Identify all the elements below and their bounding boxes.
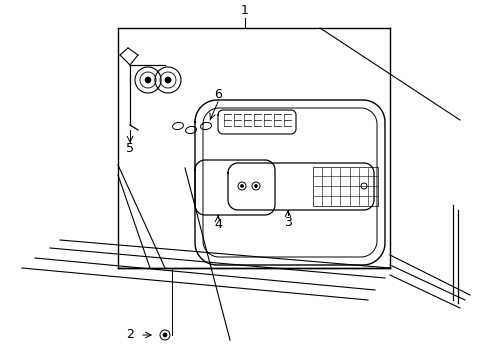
Circle shape [254, 184, 257, 188]
Circle shape [145, 77, 151, 83]
Circle shape [240, 184, 243, 188]
Text: 1: 1 [241, 4, 248, 17]
Text: 4: 4 [214, 219, 222, 231]
Circle shape [164, 77, 171, 83]
Bar [312, 167, 377, 206]
Text: 3: 3 [284, 216, 291, 229]
Text: 5: 5 [126, 141, 134, 154]
Text: 2: 2 [126, 328, 134, 342]
Circle shape [163, 333, 167, 337]
Text: 6: 6 [214, 89, 222, 102]
